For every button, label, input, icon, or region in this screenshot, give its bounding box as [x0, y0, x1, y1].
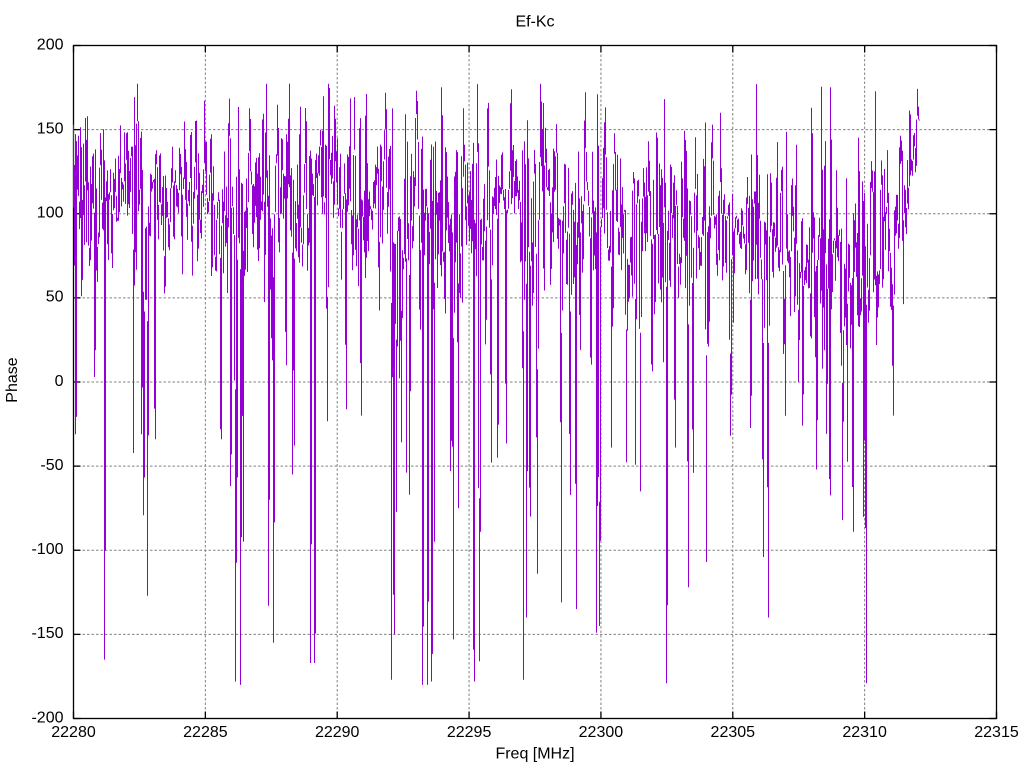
- svg-text:22310: 22310: [842, 724, 887, 741]
- svg-text:100: 100: [37, 205, 64, 222]
- svg-text:22280: 22280: [51, 724, 96, 741]
- svg-text:Phase: Phase: [4, 357, 21, 402]
- svg-text:Ef-Kc: Ef-Kc: [515, 14, 554, 31]
- svg-text:-100: -100: [31, 541, 63, 558]
- svg-text:150: 150: [37, 120, 64, 137]
- svg-text:22290: 22290: [315, 724, 360, 741]
- svg-text:22305: 22305: [711, 724, 756, 741]
- svg-text:22285: 22285: [183, 724, 228, 741]
- svg-text:-200: -200: [31, 709, 63, 726]
- svg-text:22295: 22295: [447, 724, 492, 741]
- svg-text:0: 0: [55, 373, 64, 390]
- svg-text:Freq [MHz]: Freq [MHz]: [495, 746, 574, 763]
- svg-text:200: 200: [37, 36, 64, 53]
- svg-text:22300: 22300: [579, 724, 624, 741]
- svg-text:-50: -50: [40, 457, 63, 474]
- svg-text:22315: 22315: [974, 724, 1019, 741]
- svg-text:-150: -150: [31, 625, 63, 642]
- svg-text:50: 50: [46, 289, 64, 306]
